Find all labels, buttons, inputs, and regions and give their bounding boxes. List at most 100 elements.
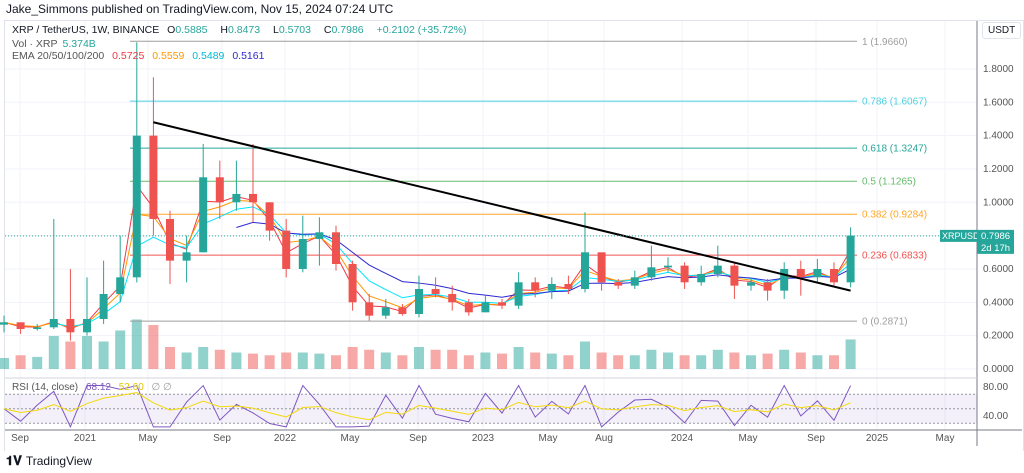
candle	[581, 252, 589, 289]
volume-bar	[530, 352, 541, 369]
time-tick-label: May	[936, 433, 955, 444]
price-tick-label: 1.2000	[983, 164, 1014, 175]
volume-bar	[795, 352, 806, 369]
candle	[265, 202, 274, 231]
candle	[398, 307, 407, 314]
candle	[33, 327, 42, 329]
volume-bar	[380, 352, 391, 369]
time-tick-label: Sep	[213, 433, 231, 444]
time-tick-label: 2024	[671, 433, 694, 444]
volume-bar	[447, 349, 458, 369]
volume-bar	[629, 355, 640, 369]
volume-bar	[397, 355, 408, 369]
time-tick-label: May	[539, 433, 558, 444]
ema-line	[236, 221, 851, 298]
candle	[415, 288, 423, 314]
volume-bar	[48, 336, 59, 369]
candle	[846, 235, 855, 283]
fib-level-label: 0.236 (0.6833)	[862, 251, 927, 262]
volume-bar	[845, 339, 856, 369]
trend-line	[153, 121, 851, 292]
volume-bar	[779, 349, 790, 369]
candle	[66, 318, 75, 333]
volume-bar	[314, 353, 325, 369]
candle	[182, 252, 191, 261]
volume-bar	[762, 353, 773, 369]
volume-bar	[231, 352, 242, 369]
last-price-label: 0.7986	[981, 231, 1010, 242]
fib-level-label: 1 (1.9660)	[862, 37, 908, 48]
volume-bar	[696, 355, 707, 369]
candle	[215, 177, 224, 203]
ema-100-value: 0.5489	[192, 50, 225, 62]
volume-bar	[829, 355, 839, 369]
candle	[315, 232, 324, 239]
candle	[531, 282, 540, 291]
rsi-ma-line	[3, 392, 851, 421]
volume-bar	[513, 347, 524, 369]
volume-bar	[613, 355, 624, 369]
footer-brand: TradingView	[25, 454, 92, 468]
candle	[431, 288, 440, 294]
candle	[132, 135, 141, 278]
price-tick-label: 0.6000	[983, 264, 1014, 275]
volume-bar	[663, 352, 673, 369]
volume-bar	[248, 353, 258, 369]
volume-bar	[98, 341, 109, 369]
candle	[730, 265, 739, 286]
close-value: 0.7986	[331, 24, 364, 36]
price-tick-label: 1.4000	[983, 131, 1014, 142]
candle	[630, 277, 639, 286]
candle	[564, 283, 573, 289]
tradingview-logo-icon: 𝟏𝐕	[6, 453, 22, 468]
candle	[448, 293, 457, 303]
volume-label[interactable]: Vol · XRP	[12, 38, 58, 50]
ema-200-value: 0.5161	[232, 50, 265, 62]
price-tick-label: 0.4000	[983, 297, 1014, 308]
volume-bar	[214, 349, 225, 369]
candle	[780, 268, 789, 291]
candle	[597, 252, 606, 283]
candle	[298, 238, 307, 269]
symbol-title[interactable]: XRP / TetherUS, 1W, BINANCE	[12, 24, 160, 36]
candle	[796, 268, 805, 278]
candle	[149, 135, 158, 219]
rsi-label[interactable]: RSI (14, close)	[12, 382, 79, 393]
fib-level-label: 0.5 (1.1265)	[862, 177, 916, 188]
candle	[614, 282, 623, 286]
volume-bar	[729, 352, 740, 369]
volume-bar	[32, 356, 43, 369]
tradingview-logo[interactable]: 𝟏𝐕 TradingView	[6, 453, 92, 469]
volume-bar	[198, 347, 209, 369]
candle	[282, 230, 291, 269]
volume-bar	[65, 341, 76, 369]
volume-bar	[463, 355, 474, 369]
fib-level-label: 0.786 (1.6067)	[862, 97, 927, 108]
volume-bar	[679, 355, 690, 369]
time-tick-label: May	[739, 433, 758, 444]
candle	[747, 282, 755, 286]
rsi-legend: RSI (14, close) 68.12 52.60 ∅ ∅	[12, 382, 177, 393]
price-tick-label: 0.0000	[983, 364, 1014, 375]
rsi-extra: ∅ ∅	[151, 382, 172, 393]
price-tick-label: 1.6000	[983, 97, 1014, 108]
volume-bar	[563, 355, 574, 369]
high-value: 0.8473	[227, 24, 261, 36]
currency-unit-button[interactable]: USDT	[982, 22, 1022, 39]
volume-bar	[297, 352, 308, 369]
candle	[547, 283, 556, 291]
open-label: O	[167, 24, 176, 36]
volume-bar	[281, 352, 292, 369]
volume-bar	[347, 347, 358, 369]
volume-bar	[148, 325, 159, 369]
open-value: 0.5885	[175, 24, 208, 36]
rsi-ma-value: 52.60	[118, 382, 144, 393]
ema-label[interactable]: EMA 20/50/100/200	[12, 50, 105, 62]
volume-bar	[115, 330, 126, 369]
candle	[763, 282, 772, 291]
candle	[332, 232, 340, 264]
high-label: H	[220, 24, 228, 36]
time-tick-label: 2023	[472, 433, 495, 444]
candle	[647, 267, 656, 278]
